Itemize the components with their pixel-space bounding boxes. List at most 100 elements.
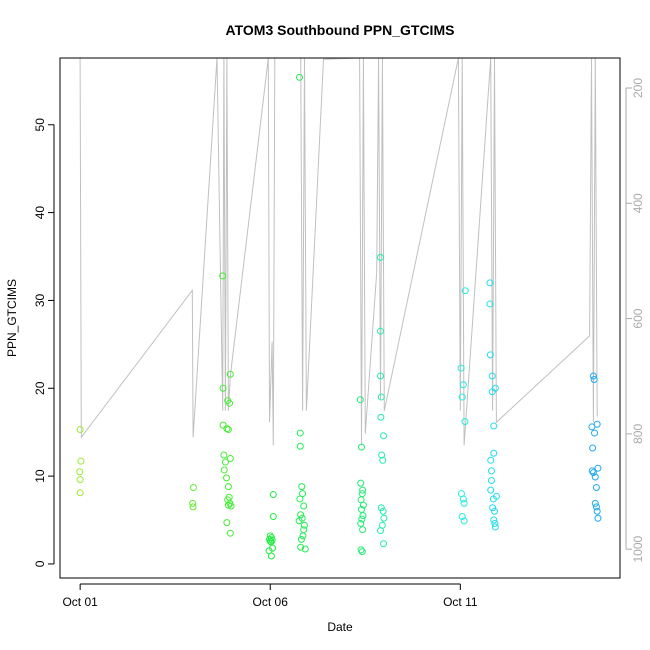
point xyxy=(486,300,494,308)
point xyxy=(297,543,305,551)
y2-tick-label: 200 xyxy=(631,78,645,98)
point xyxy=(357,546,365,554)
y-tick-label: 30 xyxy=(33,293,47,307)
y2-tick-label: 600 xyxy=(631,308,645,328)
point xyxy=(220,451,228,459)
point xyxy=(219,421,227,429)
point xyxy=(378,451,386,459)
point xyxy=(377,504,385,512)
point xyxy=(221,458,229,466)
point xyxy=(488,372,496,380)
point xyxy=(589,444,597,452)
point xyxy=(223,474,231,482)
x-axis-label: Date xyxy=(327,620,353,634)
profile-line xyxy=(79,58,598,446)
point xyxy=(77,457,85,465)
point xyxy=(458,393,466,401)
point xyxy=(356,396,364,404)
point xyxy=(591,473,599,481)
plot-box xyxy=(59,57,621,579)
point xyxy=(588,423,596,431)
point xyxy=(189,503,197,511)
point xyxy=(488,477,496,484)
y2-tick-label: 800 xyxy=(631,424,645,444)
point xyxy=(460,517,468,525)
point xyxy=(489,495,497,503)
point xyxy=(357,443,365,451)
point xyxy=(223,425,231,433)
point xyxy=(592,484,600,492)
point xyxy=(491,523,499,531)
x-tick-label: Oct 11 xyxy=(443,595,478,609)
point xyxy=(590,375,598,383)
point xyxy=(488,467,496,475)
point xyxy=(486,351,494,359)
point xyxy=(295,517,303,525)
point xyxy=(358,548,366,556)
point xyxy=(299,532,307,540)
point xyxy=(487,486,495,494)
point xyxy=(359,526,367,534)
point xyxy=(358,515,366,523)
point xyxy=(76,476,84,484)
point xyxy=(491,507,499,515)
point xyxy=(594,514,602,522)
point xyxy=(461,418,469,426)
point xyxy=(219,272,227,280)
point xyxy=(227,502,235,510)
point xyxy=(267,552,275,560)
point xyxy=(224,496,232,504)
point xyxy=(269,513,277,521)
y-tick-label: 0 xyxy=(33,560,47,567)
point xyxy=(357,479,365,487)
point xyxy=(589,469,597,477)
point xyxy=(488,388,496,396)
point xyxy=(357,520,365,528)
y-axis-label: PPN_GTCIMS xyxy=(5,279,19,357)
point xyxy=(489,504,497,512)
y2-tick-label: 1000 xyxy=(631,536,645,563)
point xyxy=(380,540,388,548)
point xyxy=(296,73,304,81)
point xyxy=(300,502,308,510)
point xyxy=(266,537,274,545)
point xyxy=(376,527,384,535)
point xyxy=(486,279,494,287)
point xyxy=(76,426,84,434)
x-tick-label: Oct 06 xyxy=(253,595,289,609)
point xyxy=(490,422,498,430)
point xyxy=(219,384,227,392)
x-tick-label: Oct 01 xyxy=(62,595,98,609)
point xyxy=(300,521,308,529)
point xyxy=(296,495,304,503)
point xyxy=(490,449,498,457)
point xyxy=(461,287,469,295)
point xyxy=(298,483,306,491)
point xyxy=(491,520,499,528)
point xyxy=(490,516,498,524)
chart-title: ATOM3 Southbound PPN_GTCIMS xyxy=(226,22,455,38)
point xyxy=(226,455,234,463)
point xyxy=(377,413,385,421)
y-tick-label: 40 xyxy=(33,206,47,220)
point xyxy=(189,484,197,492)
point xyxy=(459,495,467,503)
point xyxy=(592,503,600,511)
point xyxy=(377,393,385,401)
point xyxy=(359,512,367,520)
point xyxy=(380,432,388,440)
point xyxy=(297,535,305,543)
point xyxy=(226,370,234,378)
point xyxy=(460,499,468,507)
point xyxy=(224,426,232,434)
point xyxy=(591,429,599,437)
point xyxy=(224,483,232,491)
point xyxy=(223,519,231,527)
point xyxy=(593,420,601,428)
y-tick-label: 10 xyxy=(33,469,47,483)
point xyxy=(226,529,234,537)
y2-tick-label: 400 xyxy=(631,193,645,213)
point xyxy=(269,491,277,499)
